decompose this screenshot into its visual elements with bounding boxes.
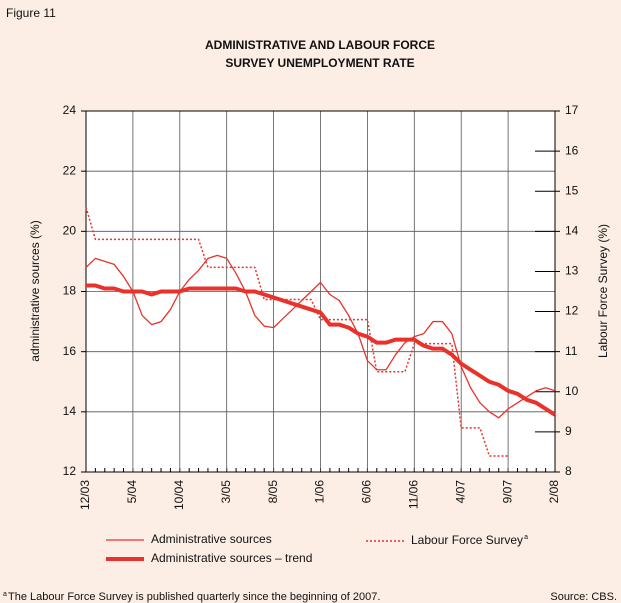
- y-tick-label: 14: [63, 404, 77, 418]
- chart-title: ADMINISTRATIVE AND LABOUR FORCE: [205, 38, 435, 52]
- y-axis-label: administrative sources (%): [28, 220, 42, 361]
- x-tick-label: 12/03: [78, 480, 92, 510]
- source: Source: CBS.: [550, 591, 617, 603]
- y-tick-label: 18: [63, 284, 77, 298]
- y-tick-label: 22: [63, 163, 77, 177]
- y2-tick-label: 17: [565, 103, 579, 117]
- y2-axis-label: Labour Force Survey (%): [596, 224, 610, 358]
- y-tick-label: 16: [63, 344, 77, 358]
- y2-tick-label: 9: [565, 424, 572, 438]
- y2-tick-label: 13: [565, 264, 579, 278]
- y2-tick-label: 16: [565, 143, 579, 157]
- x-tick-label: 11/06: [406, 480, 420, 509]
- series-line: [85, 207, 509, 457]
- y2-tick-label: 15: [565, 183, 579, 197]
- x-tick-label: 2/08: [547, 480, 561, 504]
- x-tick-label: 5/04: [125, 480, 139, 504]
- legend-label: Labour Force Survey: [411, 533, 523, 547]
- x-tick-label: 4/07: [453, 480, 467, 504]
- legend-label: Administrative sources – trend: [151, 551, 312, 565]
- x-tick-label: 1/06: [313, 480, 327, 504]
- series-line: [85, 254, 556, 419]
- footnote-marker: a: [3, 591, 7, 598]
- y2-tick-label: 11: [565, 344, 578, 358]
- x-tick-label: 9/07: [500, 480, 514, 504]
- y2-tick-label: 8: [565, 464, 572, 478]
- y-tick-label: 12: [63, 464, 77, 478]
- y2-tick-label: 14: [565, 224, 579, 238]
- x-tick-label: 3/05: [219, 480, 233, 504]
- figure-label: Figure 11: [6, 6, 56, 20]
- x-tick-label: 6/06: [360, 480, 374, 504]
- legend-footnote-marker: a: [524, 534, 528, 541]
- chart-title: SURVEY UNEMPLOYMENT RATE: [225, 56, 414, 70]
- y2-tick-label: 10: [565, 384, 579, 398]
- series-line: [86, 283, 557, 417]
- x-tick-label: 8/05: [266, 480, 280, 504]
- plot-frame: [85, 110, 556, 473]
- legend-label: Administrative sources: [151, 532, 272, 546]
- footnote: The Labour Force Survey is published qua…: [8, 591, 380, 603]
- y2-tick-label: 12: [565, 304, 579, 318]
- y-tick-label: 24: [63, 103, 77, 117]
- x-tick-label: 10/04: [172, 480, 186, 510]
- y-tick-label: 20: [63, 224, 77, 238]
